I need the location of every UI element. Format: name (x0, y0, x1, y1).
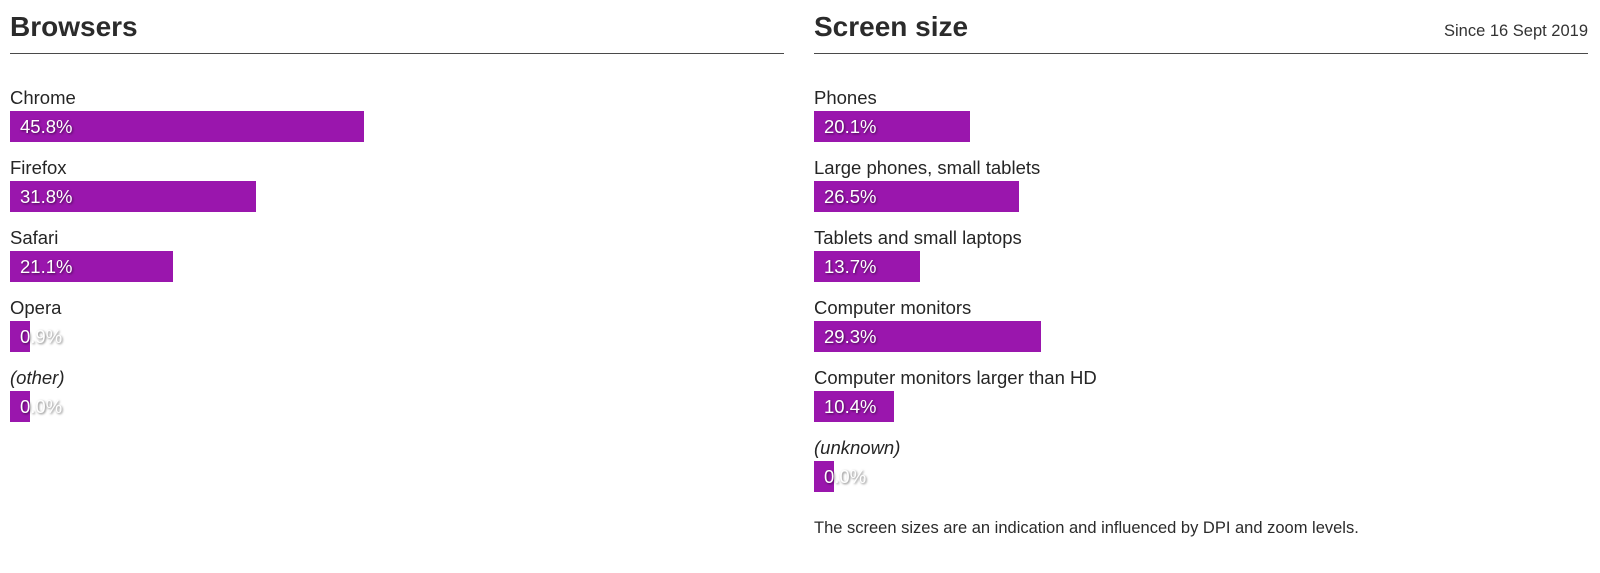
bar-track: 26.5% (814, 181, 1588, 212)
bar-track: 10.4% (814, 391, 1588, 422)
bar-value: 31.8% (20, 185, 73, 207)
bar-track: 29.3% (814, 321, 1588, 352)
bar-track: 0.9% (10, 321, 784, 352)
bar-fill: 0.0% (10, 391, 62, 422)
row-label: Computer monitors larger than HD (814, 367, 1097, 388)
chart-row: Safari 21.1% (10, 224, 784, 282)
row-label: Safari (10, 227, 59, 248)
row-label: Large phones, small tablets (814, 157, 1041, 178)
chart-row: Computer monitors larger than HD 10.4% (814, 364, 1588, 422)
panel-header: Browsers (10, 8, 784, 54)
chart-panel: Browsers Chrome 45.8% Firefox 31.8% Safari 21… (10, 8, 784, 538)
dashboard: Browsers Chrome 45.8% Firefox 31.8% Safari 21… (10, 8, 1588, 538)
chart-panel: Screen size Since 16 Sept 2019 Phones 20.… (814, 8, 1588, 538)
chart-row: Opera 0.9% (10, 294, 784, 352)
bar-value: 13.7% (824, 255, 877, 277)
bar-fill: 26.5% (814, 181, 1020, 212)
bar-fill: 0.9% (10, 321, 62, 352)
row-label: Opera (10, 297, 62, 318)
bar-value: 20.1% (824, 115, 877, 137)
row-label: Firefox (10, 157, 67, 178)
panel-rows: Chrome 45.8% Firefox 31.8% Safari 21.1% Opera 0… (10, 84, 784, 422)
bar-value: 26.5% (824, 185, 877, 207)
bar-fill: 31.8% (10, 181, 257, 212)
panel-note: Since 16 Sept 2019 (1443, 22, 1588, 40)
panel-header: Screen size Since 16 Sept 2019 (814, 8, 1588, 54)
panel-footnote: The screen sizes are an indication and i… (814, 519, 1359, 537)
bar-fill: 45.8% (10, 111, 365, 142)
row-label: Phones (814, 87, 877, 108)
row-label: Computer monitors (814, 297, 972, 318)
bar-value: 0.0% (824, 465, 867, 487)
bar-fill: 0.0% (814, 461, 866, 492)
panel-title: Screen size (814, 11, 969, 42)
bar-value: 45.8% (20, 115, 73, 137)
chart-row: Chrome 45.8% (10, 84, 784, 142)
chart-row: Large phones, small tablets 26.5% (814, 154, 1588, 212)
bar-fill: 13.7% (814, 251, 921, 282)
chart-row: (other) 0.0% (10, 364, 784, 422)
chart-row: (unknown) 0.0% (814, 434, 1588, 492)
bar-fill: 21.1% (10, 251, 174, 282)
panel-title: Browsers (10, 11, 138, 42)
panel-rows: Phones 20.1% Large phones, small tablets 26… (814, 84, 1588, 492)
bar-value: 29.3% (824, 325, 877, 347)
bar-track: 31.8% (10, 181, 784, 212)
row-label: (other) (10, 367, 65, 388)
bar-track: 20.1% (814, 111, 1588, 142)
bar-track: 45.8% (10, 111, 784, 142)
bar-value: 10.4% (824, 395, 877, 417)
bar-value: 21.1% (20, 255, 73, 277)
bar-track: 0.0% (10, 391, 784, 422)
chart-row: Computer monitors 29.3% (814, 294, 1588, 352)
chart-row: Firefox 31.8% (10, 154, 784, 212)
bar-track: 21.1% (10, 251, 784, 282)
chart-row: Phones 20.1% (814, 84, 1588, 142)
row-label: Chrome (10, 87, 76, 108)
bar-fill: 29.3% (814, 321, 1041, 352)
chart-row: Tablets and small laptops 13.7% (814, 224, 1588, 282)
bar-track: 0.0% (814, 461, 1588, 492)
bar-fill: 10.4% (814, 391, 895, 422)
bar-value: 0.0% (20, 395, 63, 417)
bar-value: 0.9% (20, 325, 63, 347)
row-label: Tablets and small laptops (814, 227, 1022, 248)
row-label: (unknown) (814, 437, 901, 458)
bar-track: 13.7% (814, 251, 1588, 282)
bar-fill: 20.1% (814, 111, 970, 142)
